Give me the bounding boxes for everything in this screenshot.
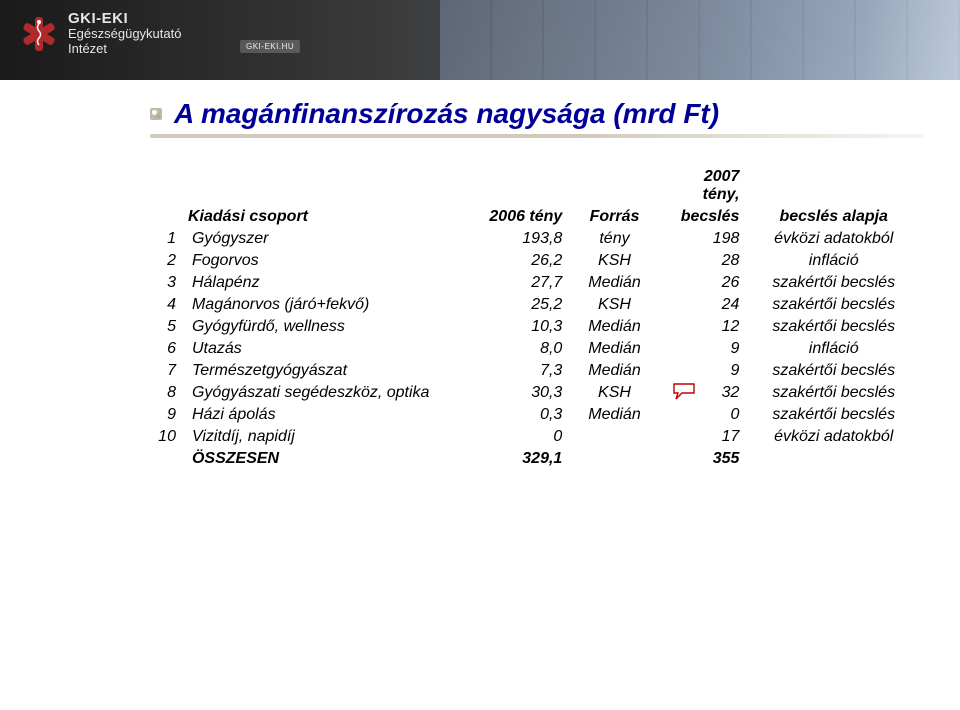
brand-name: GKI-EKI bbox=[68, 10, 181, 27]
slide-body: A magánfinanszírozás nagysága (mrd Ft) K… bbox=[0, 80, 960, 470]
row-index: 6 bbox=[150, 338, 184, 360]
table-row: 3Hálapénz27,7Medián26szakértői becslés bbox=[150, 272, 920, 294]
row-source bbox=[570, 426, 658, 448]
table-row: 8Gyógyászati segédeszköz, optika30,3KSH3… bbox=[150, 382, 920, 404]
total-name: ÖSSZESEN bbox=[184, 448, 474, 470]
row-basis: szakértői becslés bbox=[747, 316, 920, 338]
row-2006: 0 bbox=[474, 426, 571, 448]
row-2007: 9 bbox=[659, 338, 748, 360]
slide-title: A magánfinanszírozás nagysága (mrd Ft) bbox=[174, 98, 719, 130]
row-name: Gyógyszer bbox=[184, 228, 474, 250]
row-index: 5 bbox=[150, 316, 184, 338]
table-body: 1Gyógyszer193,8tény198évközi adatokból2F… bbox=[150, 228, 920, 470]
row-index: 4 bbox=[150, 294, 184, 316]
row-source: tény bbox=[570, 228, 658, 250]
row-name: Vizitdíj, napidíj bbox=[184, 426, 474, 448]
row-basis: évközi adatokból bbox=[747, 426, 920, 448]
col-source: Forrás bbox=[570, 166, 658, 228]
row-basis: szakértői becslés bbox=[747, 360, 920, 382]
row-source: KSH bbox=[570, 382, 658, 404]
header-band: GKI-EKI Egészségügykutató Intézet GKI-EK… bbox=[0, 0, 960, 80]
col-basis: becslés alapja bbox=[747, 166, 920, 228]
table-row: 7Természetgyógyászat7,3Medián9szakértői … bbox=[150, 360, 920, 382]
row-name: Gyógyfürdő, wellness bbox=[184, 316, 474, 338]
row-basis: infláció bbox=[747, 338, 920, 360]
table-row: 1Gyógyszer193,8tény198évközi adatokból bbox=[150, 228, 920, 250]
table-row: 4Magánorvos (járó+fekvő)25,2KSH24szakért… bbox=[150, 294, 920, 316]
col-group: Kiadási csoport bbox=[184, 166, 474, 228]
row-2007: 198 bbox=[659, 228, 748, 250]
table-head: Kiadási csoport 2006 tény Forrás 2007 té… bbox=[150, 166, 920, 228]
row-name: Utazás bbox=[184, 338, 474, 360]
table-row: 6Utazás8,0Medián9infláció bbox=[150, 338, 920, 360]
row-2006: 193,8 bbox=[474, 228, 571, 250]
row-basis: szakértői becslés bbox=[747, 382, 920, 404]
brand-block: GKI-EKI Egészségügykutató Intézet bbox=[20, 10, 181, 57]
slide-title-row: A magánfinanszírozás nagysága (mrd Ft) bbox=[150, 98, 924, 130]
row-name: Házi ápolás bbox=[184, 404, 474, 426]
row-2007: 12 bbox=[659, 316, 748, 338]
row-basis: szakértői becslés bbox=[747, 294, 920, 316]
row-basis: szakértői becslés bbox=[747, 272, 920, 294]
row-index: 8 bbox=[150, 382, 184, 404]
row-index: 9 bbox=[150, 404, 184, 426]
row-2006: 26,2 bbox=[474, 250, 571, 272]
row-2007: 9 bbox=[659, 360, 748, 382]
row-source: KSH bbox=[570, 250, 658, 272]
row-index: 7 bbox=[150, 360, 184, 382]
table-row: 10Vizitdíj, napidíj0 17évközi adatokból bbox=[150, 426, 920, 448]
row-name: Természetgyógyászat bbox=[184, 360, 474, 382]
title-bullet-icon bbox=[150, 108, 162, 120]
brand-text: GKI-EKI Egészségügykutató Intézet bbox=[68, 10, 181, 57]
row-2006: 7,3 bbox=[474, 360, 571, 382]
row-2006: 25,2 bbox=[474, 294, 571, 316]
row-2006: 30,3 bbox=[474, 382, 571, 404]
row-source: Medián bbox=[570, 338, 658, 360]
total-2007: 355 bbox=[659, 448, 748, 470]
row-index: 3 bbox=[150, 272, 184, 294]
data-table: Kiadási csoport 2006 tény Forrás 2007 té… bbox=[150, 166, 920, 470]
title-underline bbox=[150, 134, 924, 138]
row-name: Hálapénz bbox=[184, 272, 474, 294]
table-row: 9Házi ápolás0,3Medián0szakértői becslés bbox=[150, 404, 920, 426]
table-row: 2Fogorvos26,2KSH28infláció bbox=[150, 250, 920, 272]
row-source: KSH bbox=[570, 294, 658, 316]
row-name: Gyógyászati segédeszköz, optika bbox=[184, 382, 474, 404]
table-total-row: ÖSSZESEN329,1 355 bbox=[150, 448, 920, 470]
row-2007: 32 bbox=[659, 382, 748, 404]
brand-logo-icon bbox=[20, 15, 58, 53]
row-index: 1 bbox=[150, 228, 184, 250]
row-name: Magánorvos (járó+fekvő) bbox=[184, 294, 474, 316]
row-index: 10 bbox=[150, 426, 184, 448]
row-2007: 28 bbox=[659, 250, 748, 272]
row-basis: szakértői becslés bbox=[747, 404, 920, 426]
row-2006: 27,7 bbox=[474, 272, 571, 294]
row-index: 2 bbox=[150, 250, 184, 272]
brand-site-tag: GKI-EKI.HU bbox=[240, 40, 300, 53]
brand-subtitle-1: Egészségügykutató bbox=[68, 27, 181, 42]
col-2007-a: 2007 tény, bbox=[659, 166, 748, 206]
row-2007: 0 bbox=[659, 404, 748, 426]
row-source: Medián bbox=[570, 360, 658, 382]
row-name: Fogorvos bbox=[184, 250, 474, 272]
col-2006: 2006 tény bbox=[474, 166, 571, 228]
row-source: Medián bbox=[570, 316, 658, 338]
total-2006: 329,1 bbox=[474, 448, 571, 470]
row-2006: 10,3 bbox=[474, 316, 571, 338]
row-basis: infláció bbox=[747, 250, 920, 272]
row-source: Medián bbox=[570, 272, 658, 294]
table-row: 5Gyógyfürdő, wellness10,3Medián12szakért… bbox=[150, 316, 920, 338]
row-2007: 24 bbox=[659, 294, 748, 316]
row-2006: 0,3 bbox=[474, 404, 571, 426]
row-2006: 8,0 bbox=[474, 338, 571, 360]
row-source: Medián bbox=[570, 404, 658, 426]
row-2007: 17 bbox=[659, 426, 748, 448]
col-2007-b: becslés bbox=[659, 206, 748, 228]
brand-subtitle-2: Intézet bbox=[68, 42, 181, 57]
row-basis: évközi adatokból bbox=[747, 228, 920, 250]
row-2007: 26 bbox=[659, 272, 748, 294]
